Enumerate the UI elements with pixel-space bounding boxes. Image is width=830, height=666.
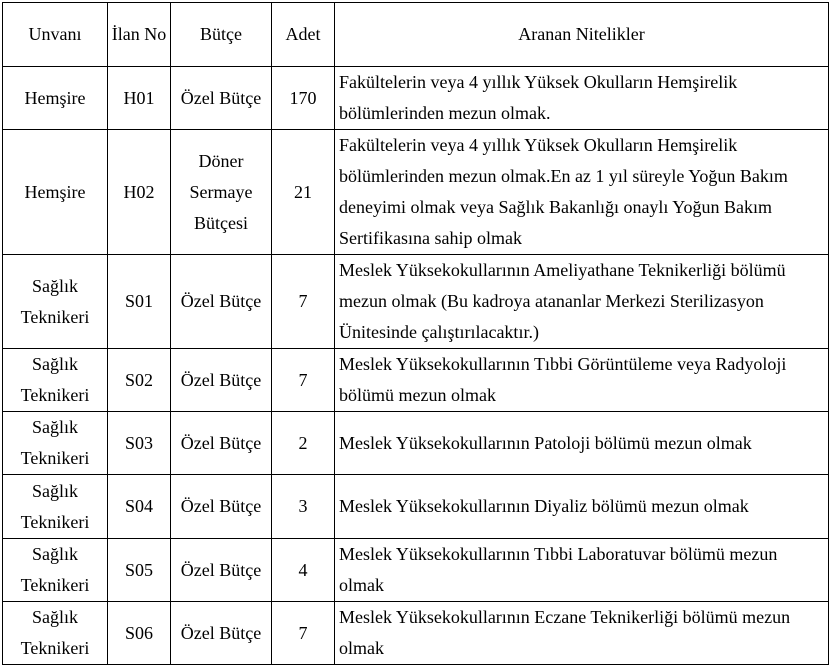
header-cell: Bütçe	[170, 2, 272, 67]
budget-cell: Özel Bütçe	[170, 411, 272, 475]
title-cell: Sağlık Teknikeri	[2, 601, 108, 665]
budget-cell: Özel Bütçe	[170, 66, 272, 130]
qualification-cell: Meslek Yüksekokullarının Tıbbi Görüntüle…	[334, 348, 829, 412]
budget-cell: Özel Bütçe	[170, 254, 272, 349]
code-cell: H01	[107, 66, 171, 130]
qualification-cell: Meslek Yüksekokullarının Diyaliz bölümü …	[334, 474, 829, 539]
qualification-cell: Meslek Yüksekokullarının Patoloji bölümü…	[334, 411, 829, 475]
title-cell: Sağlık Teknikeri	[2, 411, 108, 475]
count-cell: 3	[271, 474, 335, 539]
budget-cell: Özel Bütçe	[170, 348, 272, 412]
title-cell: Sağlık Teknikeri	[2, 254, 108, 349]
table-row: Sağlık Teknikeri S05 Özel Bütçe 4 Meslek Yük…	[2, 538, 829, 602]
count-cell: 7	[271, 348, 335, 412]
qualification-cell: Meslek Yüksekokullarının Tıbbi Laboratuv…	[334, 538, 829, 602]
count-cell: 170	[271, 66, 335, 130]
count-cell: 7	[271, 601, 335, 665]
header-cell: İlan No	[107, 2, 171, 67]
count-cell: 7	[271, 254, 335, 349]
budget-cell: Özel Bütçe	[170, 601, 272, 665]
qualification-cell: Meslek Yüksekokullarının Eczane Tekniker…	[334, 601, 829, 665]
qualification-cell: Fakültelerin veya 4 yıllık Yüksek Okulla…	[334, 129, 829, 255]
qualification-cell: Meslek Yüksekokullarının Ameliyathane Te…	[334, 254, 829, 349]
code-cell: S06	[107, 601, 171, 665]
table-row: Hemşire H01 Özel Bütçe 170 Fakültelerin veya…	[2, 66, 829, 130]
title-cell: Hemşire	[2, 129, 108, 255]
table-row: Sağlık Teknikeri S02 Özel Bütçe 7 Meslek Yük…	[2, 348, 829, 412]
title-cell: Hemşire	[2, 66, 108, 130]
table-row: Sağlık Teknikeri S03 Özel Bütçe 2 Meslek Yük…	[2, 411, 829, 475]
count-cell: 2	[271, 411, 335, 475]
header-cell: Unvanı	[2, 2, 108, 67]
code-cell: H02	[107, 129, 171, 255]
count-cell: 4	[271, 538, 335, 602]
code-cell: S01	[107, 254, 171, 349]
table-row: Hemşire H02 Döner Sermaye Bütçesi 21 Fakülte…	[2, 129, 829, 255]
title-cell: Sağlık Teknikeri	[2, 348, 108, 412]
qualification-cell: Fakültelerin veya 4 yıllık Yüksek Okulla…	[334, 66, 829, 130]
code-cell: S04	[107, 474, 171, 539]
table-row: Sağlık Teknikeri S04 Özel Bütçe 3 Meslek Yük…	[2, 474, 829, 539]
title-cell: Sağlık Teknikeri	[2, 538, 108, 602]
budget-cell: Döner Sermaye Bütçesi	[170, 129, 272, 255]
header-cell: Aranan Nitelikler	[334, 2, 829, 67]
title-cell: Sağlık Teknikeri	[2, 474, 108, 539]
header-row: Unvanı İlan No Bütçe Adet Aranan Nitelikler	[2, 2, 829, 67]
budget-cell: Özel Bütçe	[170, 538, 272, 602]
code-cell: S05	[107, 538, 171, 602]
code-cell: S03	[107, 411, 171, 475]
table-row: Sağlık Teknikeri S06 Özel Bütçe 7 Meslek Yük…	[2, 601, 829, 665]
budget-cell: Özel Bütçe	[170, 474, 272, 539]
code-cell: S02	[107, 348, 171, 412]
table-row: Sağlık Teknikeri S01 Özel Bütçe 7 Meslek Yük…	[2, 254, 829, 349]
header-cell: Adet	[271, 2, 335, 67]
count-cell: 21	[271, 129, 335, 255]
